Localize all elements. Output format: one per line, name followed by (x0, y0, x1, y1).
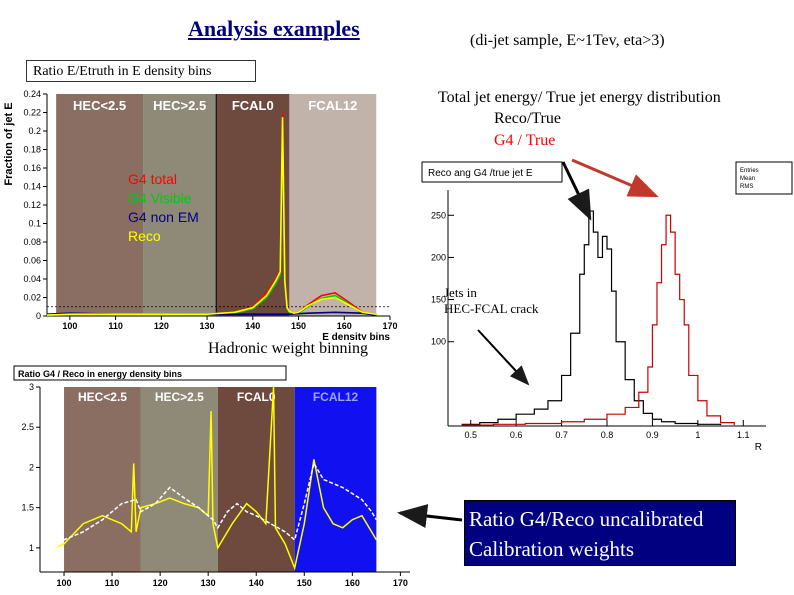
c2-series-1 (461, 214, 735, 426)
c2-x-tick-label: 0.5 (464, 430, 477, 440)
c2-y-tick-label: 250 (431, 210, 446, 220)
y-tick-label: 0.12 (23, 200, 41, 210)
calibration-box: Ratio G4/Reco uncalibrated Calibration w… (464, 500, 736, 566)
legend-2: G4 non EM (128, 209, 199, 225)
calib-line2: Calibration weights (469, 537, 635, 561)
c3-series-0 (54, 386, 378, 571)
region-0 (56, 94, 144, 316)
chart-ratio-g4-reco: Ratio G4 / Reco in energy density bins H… (13, 365, 410, 588)
y-tick-label: 0.06 (23, 256, 41, 266)
hadronic-weight-label: Hadronic weight binning (208, 340, 368, 357)
chart-fraction-jet-e: HEC<2.5 HEC>2.5 FCAL0 FCAL12 0 0.02 0.04 0.06 0… (3, 89, 398, 340)
right-title: Total jet energy/ True jet energy distri… (438, 89, 721, 106)
c2-x-tick-label: 1.1 (737, 430, 750, 440)
legend-1: G4 Visible (128, 190, 192, 206)
c3-x-tick-label: 170 (393, 578, 408, 588)
jets-label-line1: Jets in (444, 285, 477, 300)
c3-x-tick-label: 160 (345, 578, 360, 588)
x-tick-label: 120 (154, 321, 169, 331)
c3-region-1 (140, 387, 218, 572)
c2-x-tick-label: 0.8 (601, 430, 614, 440)
c3-region-label-2: FCAL0 (237, 390, 276, 404)
calib-line1: Ratio G4/Reco uncalibrated (469, 507, 704, 531)
c3-region-label-1: HEC>2.5 (155, 390, 204, 404)
c2-x-axis-label: R (755, 442, 762, 453)
region-label-1: HEC>2.5 (153, 98, 206, 113)
jets-label: Jets in HEC-FCAL crack (444, 285, 538, 317)
c3-region-2 (217, 387, 295, 572)
c3-x-tick-label: 100 (57, 578, 72, 588)
c3-region-3 (294, 387, 377, 572)
x-tick-label: 140 (245, 321, 260, 331)
slide-title: Analysis examples (188, 16, 360, 41)
c3-x-tick-label: 140 (249, 578, 264, 588)
c2-x-tick-label: 0.6 (510, 430, 523, 440)
ratio-label-box: Ratio E/Etruth in E density bins (26, 60, 256, 82)
c2-y-tick-label: 100 (431, 337, 446, 347)
y-tick-label: 0.1 (28, 219, 41, 229)
y-tick-label: 0.14 (23, 182, 41, 192)
c3-y-tick-label: 2.5 (21, 422, 34, 432)
c3-x-tick-label: 130 (201, 578, 216, 588)
c3-y-tick-label: 2 (29, 462, 34, 472)
y-tick-label: 0.22 (23, 108, 41, 118)
series-reco (46, 117, 377, 316)
y-tick-label: 0 (36, 311, 41, 321)
y-tick-label: 0.24 (23, 89, 41, 99)
region-label-0: HEC<2.5 (73, 98, 126, 113)
y-tick-label: 0.08 (23, 237, 41, 247)
x-axis-label: E density bins (322, 332, 390, 340)
c3-region-label-0: HEC<2.5 (78, 390, 127, 404)
legend-3: Reco (128, 228, 161, 244)
region-label-3: FCAL12 (308, 98, 357, 113)
x-tick-label: 130 (200, 321, 215, 331)
x-tick-label: 100 (62, 321, 77, 331)
region-1 (143, 94, 217, 316)
g4-true-label: G4 / True (494, 132, 556, 149)
c2-title: Reco ang G4 /true jet E (428, 168, 533, 179)
region-2 (216, 94, 290, 316)
c2-series-0 (461, 210, 722, 426)
slide-subtitle: (di-jet sample, E~1Tev, eta>3) (470, 32, 665, 49)
region-label-2: FCAL0 (232, 98, 274, 113)
c3-region-label-3: FCAL12 (313, 390, 359, 404)
legend-0: G4 total (128, 171, 177, 187)
y-tick-label: 0.02 (23, 293, 41, 303)
y-tick-label: 0.16 (23, 163, 41, 173)
c2-stat-2: RMS (740, 184, 753, 190)
reco-true-label: Reco/True (494, 110, 561, 127)
jets-label-line2: HEC-FCAL crack (444, 301, 539, 316)
c3-y-tick-label: 1.5 (21, 503, 34, 513)
x-tick-label: 170 (382, 321, 397, 331)
x-tick-label: 160 (337, 321, 352, 331)
c2-stat-1: Mean (740, 176, 755, 182)
c3-title-box (13, 365, 287, 381)
c3-series-1 (53, 461, 378, 549)
c3-x-tick-label: 120 (153, 578, 168, 588)
y-tick-label: 0.18 (23, 145, 41, 155)
c2-x-tick-label: 0.9 (646, 430, 659, 440)
c2-stat-0: Entries (740, 168, 759, 174)
x-tick-label: 150 (291, 321, 306, 331)
c2-x-tick-label: 1 (695, 430, 700, 440)
c3-region-0 (64, 387, 141, 572)
c3-title: Ratio G4 / Reco in energy density bins (18, 369, 182, 379)
c3-x-tick-label: 150 (297, 578, 312, 588)
c2-x-tick-label: 0.7 (555, 430, 568, 440)
y-axis-label: Fraction of jet E (3, 102, 15, 185)
c2-stats-box (735, 161, 793, 195)
region-3 (289, 94, 377, 316)
c3-x-tick-label: 110 (105, 578, 120, 588)
c2-y-tick-label: 200 (431, 252, 446, 262)
c3-y-tick-label: 1 (29, 543, 34, 553)
y-tick-label: 0.2 (28, 126, 41, 136)
c2-y-tick-label: 150 (431, 295, 446, 305)
y-tick-label: 0.04 (23, 274, 41, 284)
x-tick-label: 110 (108, 321, 123, 331)
c3-y-tick-label: 3 (29, 382, 34, 392)
